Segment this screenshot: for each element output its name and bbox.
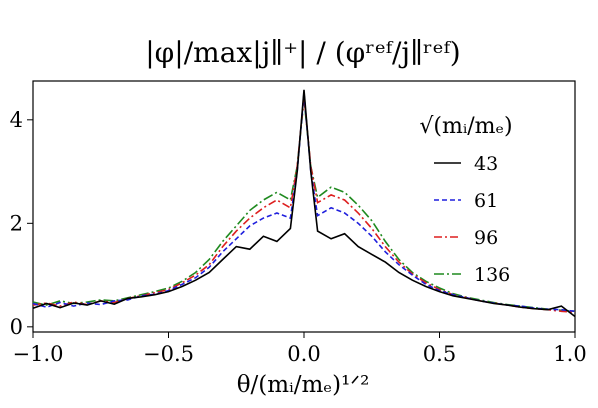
x-axis-label: θ/(mᵢ/mₑ)¹ᐟ² bbox=[237, 372, 370, 398]
x-tick-label: −0.5 bbox=[143, 342, 194, 366]
series-layer bbox=[32, 89, 576, 318]
legend-label-96: 96 bbox=[474, 227, 498, 249]
x-tick-label: 1.0 bbox=[553, 342, 586, 366]
x-tick-label: 0.0 bbox=[287, 342, 320, 366]
x-tick-label: 0.5 bbox=[423, 342, 456, 366]
y-tick-label: 4 bbox=[10, 108, 23, 132]
legend-label-43: 43 bbox=[474, 153, 498, 175]
axis-ticks: −1.0 −0.5 0.0 0.5 1.0 0 2 4 bbox=[10, 108, 587, 366]
legend-label-136: 136 bbox=[474, 264, 510, 286]
legend-label-61: 61 bbox=[474, 190, 498, 212]
legend: √(mᵢ/mₑ) 43 61 96 136 bbox=[419, 114, 512, 286]
series-line-43 bbox=[32, 89, 576, 318]
legend-title: √(mᵢ/mₑ) bbox=[419, 114, 512, 139]
series-line-61 bbox=[32, 92, 576, 313]
y-tick-label: 0 bbox=[10, 315, 23, 339]
chart-title: |φ|/max|j∥⁺| / (φʳᵉᶠ/j∥ʳᵉᶠ) bbox=[145, 36, 460, 69]
x-tick-label: −1.0 bbox=[13, 342, 64, 366]
y-tick-label: 2 bbox=[10, 211, 23, 235]
